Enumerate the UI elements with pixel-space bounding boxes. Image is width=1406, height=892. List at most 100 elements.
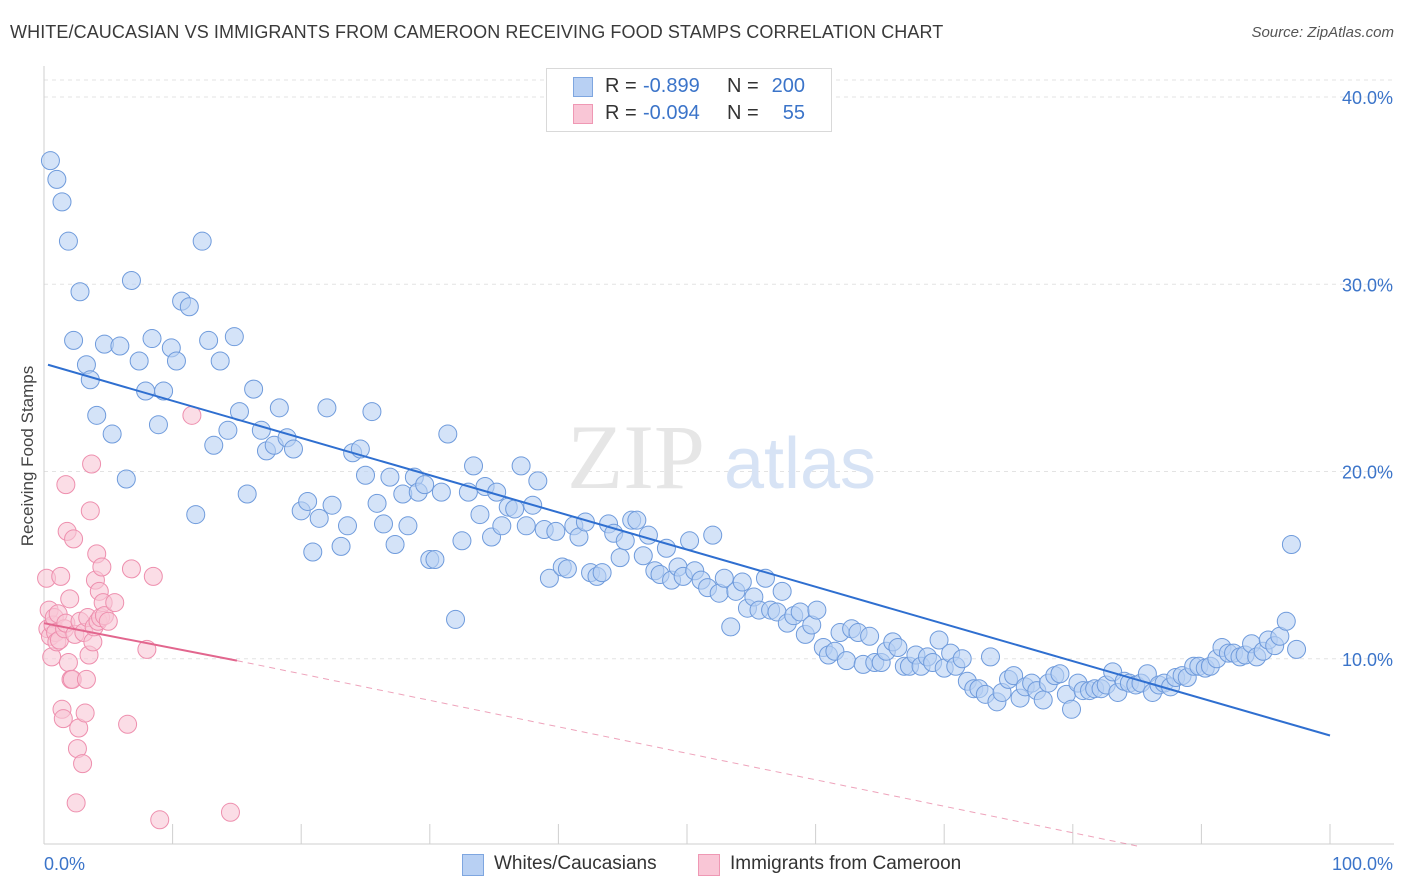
data-point-white: [186, 505, 206, 525]
data-point-white: [1004, 666, 1024, 686]
data-point-white: [362, 402, 382, 422]
data-point-white: [492, 516, 512, 536]
legend-n-label: N =: [727, 75, 759, 97]
source-credit: Source: ZipAtlas.com: [1251, 24, 1394, 41]
watermark-atlas: atlas: [724, 424, 876, 504]
legend-swatch-blue: [573, 77, 593, 97]
data-point-white: [148, 415, 168, 435]
data-point-white: [58, 231, 78, 251]
data-point-white: [656, 538, 676, 558]
data-point-cameroon: [76, 669, 96, 689]
data-point-white: [836, 651, 856, 671]
data-point-white: [721, 617, 741, 637]
legend-r-label: R =: [605, 102, 637, 124]
data-point-cameroon: [56, 475, 76, 495]
watermark-zip: ZIP: [567, 406, 705, 508]
legend-n-label: N =: [727, 102, 759, 124]
pink-series-points: [37, 405, 240, 830]
data-point-white: [511, 456, 531, 476]
data-point-cameroon: [98, 611, 118, 631]
data-point-white: [557, 559, 577, 579]
legend-swatch-pink: [573, 104, 593, 124]
data-point-white: [732, 572, 752, 592]
data-point-white: [446, 609, 466, 629]
data-point-white: [204, 435, 224, 455]
data-point-white: [1287, 639, 1307, 659]
data-point-white: [888, 638, 908, 658]
data-point-white: [283, 439, 303, 459]
data-point-white: [539, 568, 559, 588]
series-swatch-pink: [698, 854, 720, 876]
data-point-cameroon: [105, 593, 125, 613]
data-point-white: [516, 516, 536, 536]
data-point-white: [610, 548, 630, 568]
data-point-white: [680, 531, 700, 551]
data-point-white: [322, 495, 342, 515]
data-point-white: [142, 329, 162, 349]
y-tick-label: 30.0%: [1342, 275, 1393, 295]
data-point-white: [110, 336, 130, 356]
data-point-cameroon: [92, 557, 112, 577]
chart-title: WHITE/CAUCASIAN VS IMMIGRANTS FROM CAMER…: [10, 22, 944, 42]
data-point-white: [70, 282, 90, 302]
data-point-white: [337, 516, 357, 536]
data-point-cameroon: [82, 454, 102, 474]
data-point-cameroon: [75, 703, 95, 723]
data-point-white: [116, 469, 136, 489]
series-swatch-blue: [462, 854, 484, 876]
data-point-white: [154, 381, 174, 401]
data-point-white: [102, 424, 122, 444]
data-point-cameroon: [143, 566, 163, 586]
data-point-white: [470, 505, 490, 525]
data-point-white: [592, 563, 612, 583]
data-point-white: [237, 484, 257, 504]
data-point-white: [303, 542, 323, 562]
data-point-cameroon: [118, 714, 138, 734]
data-point-cameroon: [66, 793, 86, 813]
trendline-cameroon: [43, 622, 238, 662]
x-tick-label: 0.0%: [44, 854, 85, 874]
trendline-whites: [47, 363, 1331, 737]
data-point-white: [638, 525, 658, 545]
data-point-white: [1276, 611, 1296, 631]
data-point-white: [714, 568, 734, 588]
data-point-cameroon: [64, 529, 84, 549]
series-legend-label: Immigrants from Cameroon: [730, 853, 962, 874]
data-point-white: [415, 475, 435, 495]
data-point-white: [464, 456, 484, 476]
data-point-white: [505, 499, 525, 519]
data-point-white: [244, 379, 264, 399]
trend-lines: [43, 363, 1331, 847]
legend-r-value: -0.899: [643, 75, 700, 97]
data-point-white: [1281, 535, 1301, 555]
tick-labels: 10.0% 20.0% 30.0% 40.0% 0.0% 100.0%: [44, 88, 1393, 874]
data-point-white: [546, 521, 566, 541]
blue-series-points: [40, 151, 1307, 719]
data-point-white: [269, 398, 289, 418]
data-point-cameroon: [220, 802, 240, 822]
data-point-white: [807, 600, 827, 620]
data-point-white: [309, 508, 329, 528]
data-point-cameroon: [80, 501, 100, 521]
data-point-white: [218, 420, 238, 440]
data-point-white: [331, 536, 351, 556]
y-tick-label: 20.0%: [1342, 463, 1393, 483]
data-point-white: [425, 550, 445, 570]
data-point-white: [1062, 699, 1082, 719]
data-point-cameroon: [58, 652, 78, 672]
legend-r-label: R =: [605, 75, 637, 97]
data-point-white: [772, 581, 792, 601]
data-point-cameroon: [73, 754, 93, 774]
data-point-white: [452, 531, 472, 551]
data-point-cameroon: [150, 810, 170, 830]
data-point-white: [1033, 690, 1053, 710]
data-point-white: [374, 514, 394, 534]
data-point-white: [398, 516, 418, 536]
data-point-white: [298, 491, 318, 511]
data-point-white: [87, 405, 107, 425]
data-point-white: [317, 398, 337, 418]
data-point-white: [64, 330, 84, 350]
legend-n-value: 200: [771, 75, 805, 97]
data-point-white: [952, 649, 972, 669]
data-point-white: [860, 626, 880, 646]
